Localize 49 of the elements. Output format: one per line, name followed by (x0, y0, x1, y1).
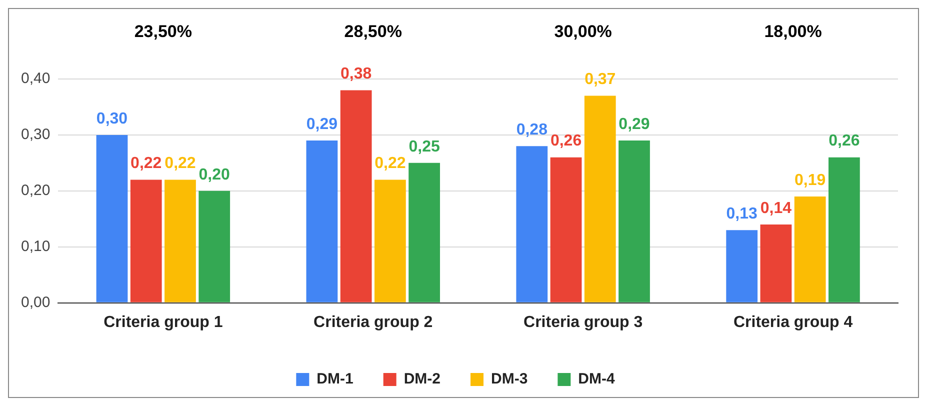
bar (408, 162, 440, 302)
text: 30,00% (554, 22, 612, 42)
bar (726, 230, 758, 302)
bar (306, 140, 338, 302)
y-tick-label: 0,00 (20, 294, 50, 311)
legend-label: DM-3 (491, 370, 528, 388)
legend-label: DM-4 (578, 370, 616, 388)
data-label: 0,13 (726, 205, 758, 222)
bar (340, 90, 372, 302)
data-label: 0,38 (340, 66, 372, 83)
bar (164, 180, 196, 302)
data-label: 0,20 (198, 166, 230, 184)
x-tick-label: Criteria group 4 (733, 314, 853, 331)
bar (550, 157, 582, 302)
text: 28,50% (344, 22, 402, 42)
bar (198, 190, 230, 302)
y-tick-label: 0,10 (20, 238, 50, 255)
bar (584, 96, 616, 302)
legend-label: DM-1 (316, 370, 354, 388)
data-label: 0,26 (828, 132, 860, 150)
data-label: 0,25 (408, 138, 440, 156)
x-tick-label: Criteria group 3 (524, 314, 643, 331)
x-tick-label: Criteria group 2 (314, 314, 433, 331)
text: 23,50% (134, 22, 192, 42)
bar (828, 157, 860, 302)
bar (618, 140, 650, 302)
data-label: 0,29 (306, 116, 338, 133)
data-label: 0,30 (96, 110, 128, 128)
y-tick-label: 0,20 (20, 182, 50, 200)
bar (374, 180, 406, 302)
y-tick-label: 0,40 (20, 70, 50, 88)
data-label: 0,26 (550, 132, 582, 150)
bar (516, 146, 548, 302)
data-label: 0,22 (130, 155, 162, 172)
data-label: 0,29 (618, 116, 650, 133)
data-label: 0,28 (516, 122, 548, 139)
bar (96, 134, 128, 302)
text: 18,00% (764, 22, 822, 42)
bar (130, 180, 162, 302)
bar (794, 196, 826, 302)
x-tick-label: Criteria group 1 (104, 314, 223, 331)
bar (760, 224, 792, 302)
data-label: 0,19 (794, 172, 826, 189)
data-label: 0,22 (374, 155, 406, 172)
legend-label: DM-2 (404, 370, 441, 388)
data-label: 0,22 (164, 155, 196, 172)
data-label: 0,37 (584, 71, 616, 88)
data-label: 0,14 (760, 200, 792, 217)
y-tick-label: 0,30 (20, 126, 50, 144)
